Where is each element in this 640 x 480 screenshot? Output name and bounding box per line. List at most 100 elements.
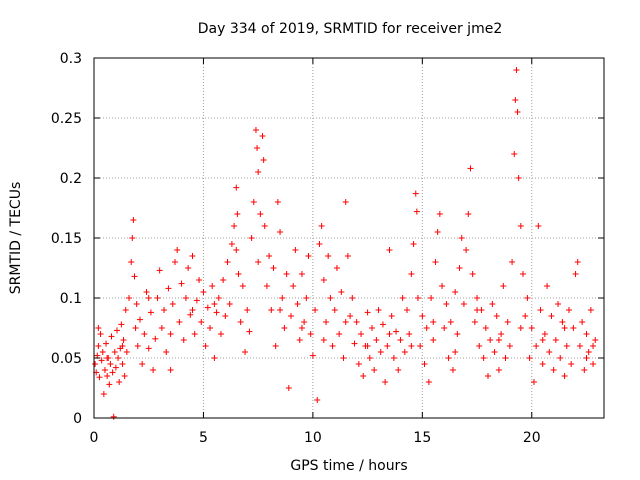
data-point (512, 97, 519, 103)
data-point (242, 349, 249, 355)
data-point (233, 184, 240, 191)
data-point (430, 337, 437, 343)
data-point (281, 325, 288, 331)
x-tick-label: 15 (413, 430, 431, 446)
data-point (270, 265, 277, 271)
data-point (327, 295, 334, 301)
data-point (379, 321, 386, 328)
data-point (158, 325, 165, 331)
data-point (371, 367, 378, 373)
data-point (590, 343, 597, 349)
data-point (320, 277, 327, 283)
data-point (528, 325, 535, 331)
data-point (393, 328, 400, 335)
data-point (234, 211, 241, 217)
data-point (406, 331, 413, 337)
data-point (421, 361, 428, 367)
data-point (504, 319, 511, 325)
data-point (115, 355, 122, 361)
data-point (298, 325, 305, 331)
data-point (443, 301, 450, 307)
data-point (121, 373, 128, 379)
data-point (530, 379, 537, 385)
data-point (129, 235, 136, 241)
data-point (167, 331, 174, 337)
data-point (550, 367, 557, 373)
data-point (174, 247, 181, 253)
data-point (467, 165, 474, 172)
data-point (561, 373, 568, 379)
data-point (539, 337, 546, 343)
data-point (474, 307, 481, 313)
x-tick-label: 20 (523, 430, 541, 446)
data-point (491, 349, 498, 355)
data-point (441, 325, 448, 331)
data-point (323, 319, 330, 325)
data-point (122, 307, 129, 313)
data-point (150, 367, 157, 373)
data-point (561, 325, 568, 331)
y-tick-label: 0 (73, 411, 82, 427)
data-point (585, 349, 592, 355)
data-point (120, 337, 127, 343)
data-point (136, 316, 143, 323)
data-point (388, 313, 395, 319)
data-point (237, 319, 244, 325)
data-point (390, 355, 397, 361)
data-point (358, 331, 365, 337)
data-point (255, 169, 262, 175)
data-point (404, 307, 411, 313)
data-point (193, 297, 200, 304)
data-point (204, 304, 211, 311)
data-point (255, 259, 262, 265)
data-point (287, 313, 294, 319)
data-point (202, 343, 209, 349)
data-point (187, 311, 194, 318)
data-point (133, 301, 140, 307)
data-point (154, 295, 161, 301)
data-point (261, 223, 268, 229)
data-point (349, 295, 356, 301)
data-point (111, 349, 118, 355)
data-point (469, 271, 476, 277)
data-point (110, 413, 117, 420)
data-point (96, 374, 103, 381)
y-tick-label: 0.15 (51, 231, 82, 247)
data-point (410, 241, 417, 247)
data-point (514, 109, 521, 115)
data-point (498, 331, 505, 337)
data-point (395, 367, 402, 373)
data-point (257, 211, 264, 217)
data-point (386, 247, 393, 253)
data-point (145, 345, 152, 352)
data-point (456, 265, 463, 271)
data-point (165, 285, 172, 292)
data-point (557, 355, 564, 361)
data-point (191, 331, 198, 337)
data-point (541, 331, 548, 337)
data-point (581, 367, 588, 373)
data-point (506, 343, 513, 349)
data-point (314, 397, 321, 403)
data-point (109, 369, 116, 376)
grid (94, 58, 604, 418)
data-point (198, 319, 205, 325)
data-point (548, 313, 555, 319)
data-point (211, 301, 218, 307)
data-point (209, 283, 216, 289)
chart-title: Day 334 of 2019, SRMTID for receiver jme… (198, 21, 502, 37)
data-point (445, 355, 452, 361)
data-point (522, 313, 529, 319)
data-point (447, 319, 454, 325)
data-point (263, 283, 270, 289)
data-point (248, 235, 255, 241)
data-point (587, 307, 594, 313)
data-point (217, 331, 224, 337)
data-point (143, 289, 150, 295)
data-point (100, 391, 107, 397)
data-point (439, 283, 446, 289)
data-point (329, 343, 336, 349)
data-point (182, 295, 189, 301)
data-point (213, 309, 220, 316)
